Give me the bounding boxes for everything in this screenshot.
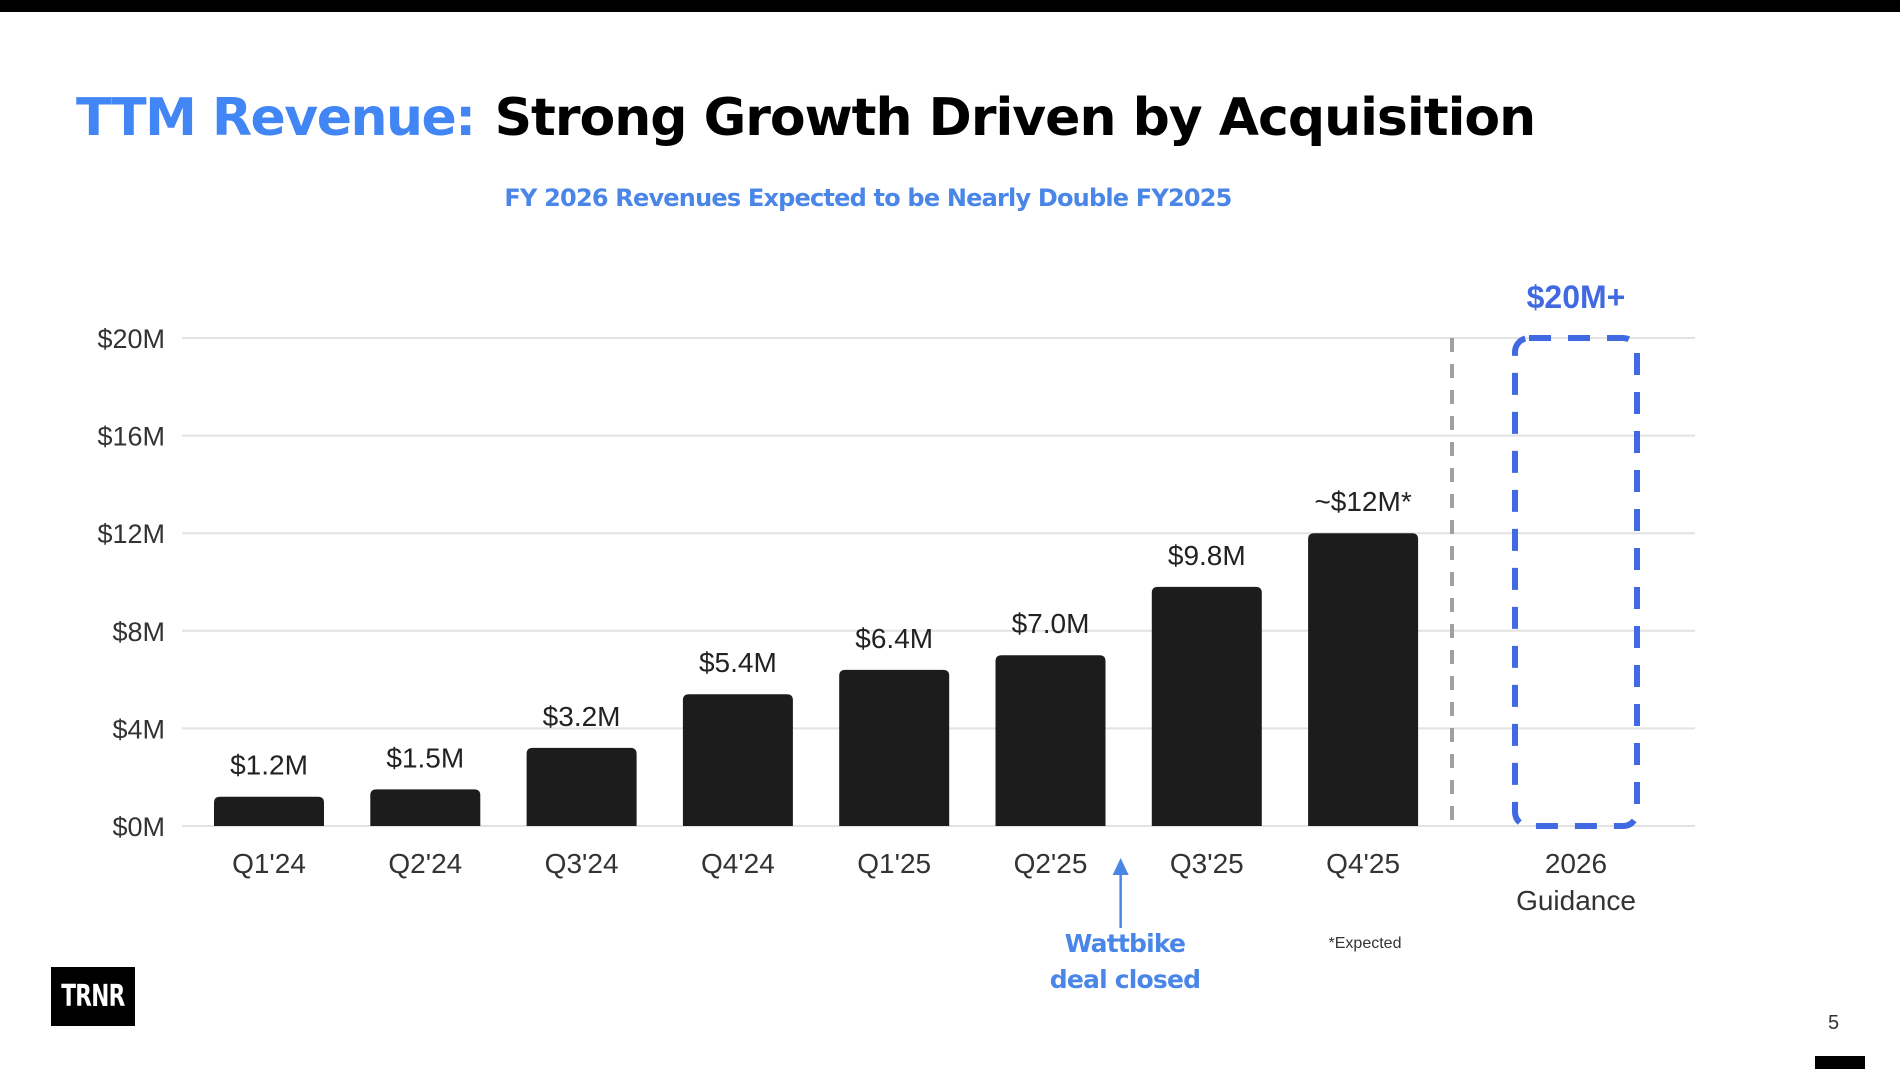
x-tick-label: Q3'25 [1170, 848, 1244, 879]
data-label: $1.5M [386, 742, 464, 773]
guidance-value-label: $20M+ [1527, 279, 1626, 315]
y-tick-label: $12M [97, 519, 165, 549]
y-tick-label: $20M [97, 324, 165, 354]
x-tick-label: Q2'24 [388, 848, 462, 879]
bar [839, 669, 950, 826]
data-label: $1.2M [230, 750, 308, 781]
y-tick-label: $0M [112, 812, 165, 842]
annotation-arrow-group [1112, 858, 1129, 928]
y-tick-label: $16M [97, 422, 165, 452]
trnr-logo: TRNR [51, 967, 135, 1026]
data-label: $9.8M [1168, 540, 1246, 571]
title-accent: TTM Revenue: [76, 88, 476, 148]
bar [526, 747, 637, 826]
bar [995, 655, 1106, 826]
top-black-bar [0, 0, 1900, 12]
bar [682, 694, 793, 826]
bars [214, 533, 1419, 826]
title-main: Strong Growth Driven by Acquisition [494, 88, 1537, 148]
bar [1308, 533, 1419, 826]
x-tick-label: Q2'25 [1014, 848, 1088, 879]
data-label: $6.4M [855, 623, 933, 654]
guidance-category-line-1: 2026 [1545, 848, 1607, 879]
data-label: ~$12M* [1314, 486, 1411, 517]
page-title: TTM Revenue: Strong Growth Driven by Acqu… [76, 92, 1536, 144]
data-labels: $1.2M $1.5M $3.2M $5.4M $6.4M $7.0M $9.8M ~$12M… [230, 486, 1412, 781]
x-axis-labels: Q1'24 Q2'24 Q3'24 Q4'24 Q1'25 Q2'25 Q3'25 Q4'25 [232, 848, 1400, 879]
y-tick-label: $4M [112, 714, 165, 744]
x-tick-label: Q4'24 [701, 848, 775, 879]
guidance-dashed-box [1512, 335, 1640, 829]
corner-block [1815, 1056, 1865, 1069]
page-number: 5 [1828, 1012, 1840, 1034]
guidance-category-line-2: Guidance [1516, 885, 1636, 916]
data-label: $7.0M [1012, 608, 1090, 639]
annotation-line-2: deal closed [1049, 965, 1201, 994]
guidance-group: $20M+ 2026 Guidance [1450, 279, 1640, 916]
data-label: $3.2M [543, 701, 621, 732]
x-tick-label: Q4'25 [1326, 848, 1400, 879]
x-tick-label: Q3'24 [545, 848, 619, 879]
arrow-up-icon [1112, 858, 1129, 875]
x-tick-label: Q1'24 [232, 848, 306, 879]
y-tick-label: $8M [112, 617, 165, 647]
data-label: $5.4M [699, 647, 777, 678]
y-axis-labels: $0M $4M $8M $12M $16M $20M [97, 324, 165, 842]
logo-text: TRNR [61, 979, 125, 1014]
x-tick-label: Q1'25 [857, 848, 931, 879]
bar [370, 789, 481, 826]
wattbike-annotation: Wattbike deal closed [1025, 926, 1225, 998]
subtitle: FY 2026 Revenues Expected to be Nearly D… [504, 184, 1232, 212]
annotation-line-1: Wattbike [1064, 929, 1186, 958]
bar [214, 796, 324, 826]
bar [1151, 586, 1262, 826]
expected-footnote: *Expected [1328, 935, 1402, 952]
